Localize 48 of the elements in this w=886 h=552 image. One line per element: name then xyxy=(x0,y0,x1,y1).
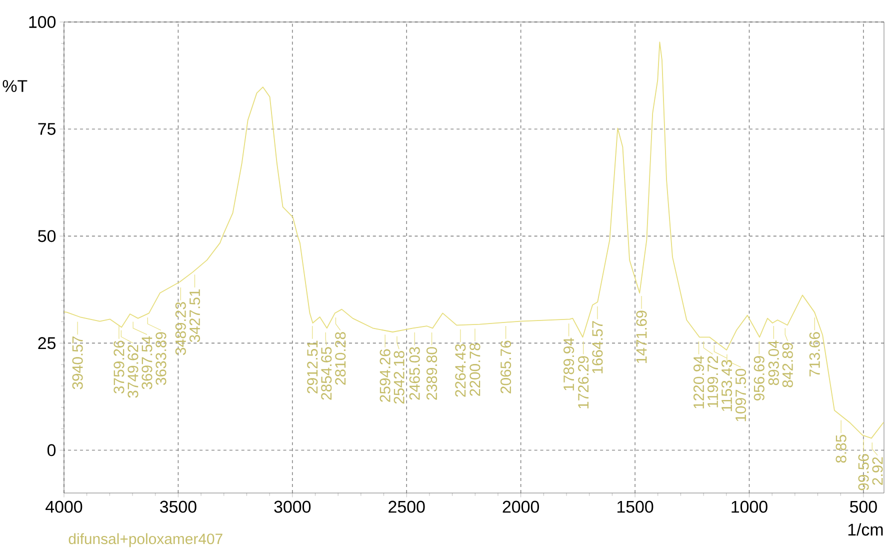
x-tick-label: 1000 xyxy=(732,500,768,513)
annotation: 3940.57 xyxy=(72,336,83,390)
annotation: 2389.80 xyxy=(426,347,438,400)
x-tick-label: 4000 xyxy=(46,500,82,513)
annotation: 2810.28 xyxy=(335,332,346,385)
annotation: 1664.57 xyxy=(592,321,603,374)
annotation: 1726.29 xyxy=(578,356,589,408)
y-tick-label: 0 xyxy=(47,444,56,456)
x-tick-label: 3500 xyxy=(160,500,196,513)
x-tick-label: 3000 xyxy=(274,500,311,513)
text: difunsal+poloxamer407 xyxy=(68,533,222,548)
x-tick-label: 1500 xyxy=(617,500,654,513)
annotation: 713.66 xyxy=(809,332,820,376)
annotation: 842.89 xyxy=(782,342,793,388)
x-tick-label: 500 xyxy=(850,500,877,513)
annotation: 1220.94 xyxy=(693,356,704,408)
annotation: 2594.26 xyxy=(380,349,390,402)
y-axis-title: %T xyxy=(2,80,28,92)
annotation: 3759.26 xyxy=(114,340,124,394)
annotation: 2465.03 xyxy=(409,347,420,400)
y-tick-label: 25 xyxy=(38,337,56,350)
annotation: 2200.78 xyxy=(470,343,480,396)
annotation: 3427.51 xyxy=(189,289,200,342)
x-tick-label: 2500 xyxy=(388,500,425,513)
x-axis-title: 1/cm xyxy=(848,523,883,536)
y-tick-label: 50 xyxy=(38,230,56,242)
annotation: 1153.43 xyxy=(721,360,732,412)
x-tick-label: 2000 xyxy=(502,500,539,513)
y-tick-label: 75 xyxy=(38,123,56,135)
annotation: 2542.18 xyxy=(394,350,404,404)
annotation: 893.04 xyxy=(768,340,779,386)
annotation: 8.85 xyxy=(836,434,846,463)
annotation: 1471.69 xyxy=(636,310,647,363)
annotation: 2.92 xyxy=(872,457,883,485)
annotation: 2264.43 xyxy=(455,344,466,397)
annotation: 3489.23 xyxy=(175,302,186,355)
annotation: 99.56 xyxy=(858,454,869,490)
annotation: 2065.76 xyxy=(500,340,512,394)
annotation: 1199.72 xyxy=(707,356,718,408)
annotation: 956.69 xyxy=(754,356,764,400)
annotation: 2854.65 xyxy=(321,347,332,400)
annotation: 3749.62 xyxy=(128,345,138,398)
annotation: 1789.94 xyxy=(564,338,574,390)
y-tick-label: 100 xyxy=(29,16,56,28)
annotation: 1097.50 xyxy=(735,368,746,422)
annotation: 3697.54 xyxy=(142,336,152,390)
annotation: 3633.89 xyxy=(156,332,166,385)
annotation: 2912.51 xyxy=(307,340,318,394)
